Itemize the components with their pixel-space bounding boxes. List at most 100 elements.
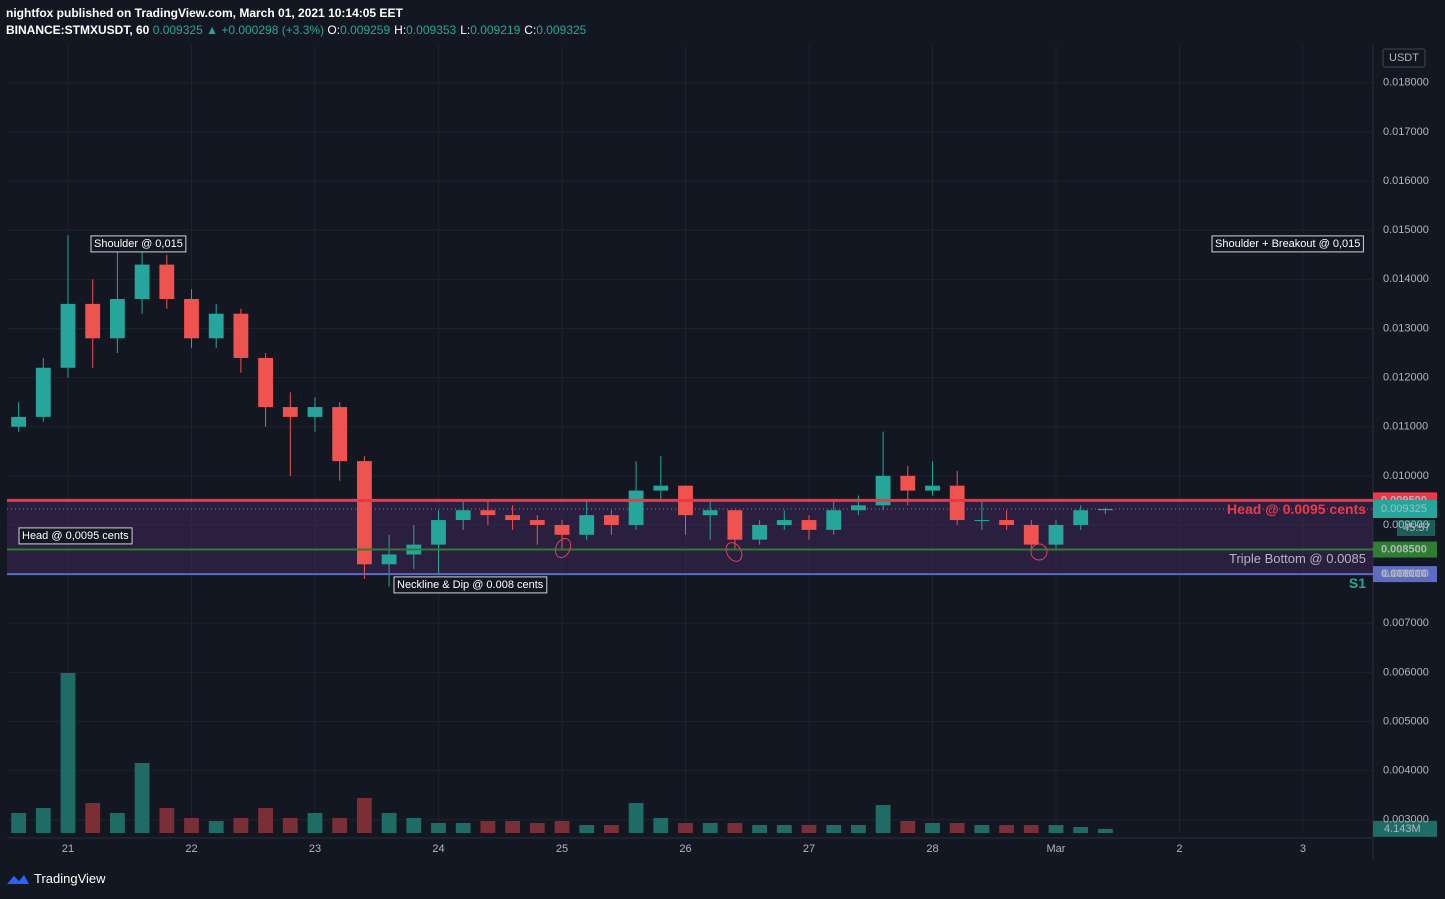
- volume-bar: [109, 813, 125, 833]
- annotation: Shoulder + Breakout @ 0,015: [1215, 238, 1360, 250]
- candle-body: [85, 303, 101, 339]
- candle-body: [381, 554, 397, 565]
- annotation: Head @ 0,0095 cents: [22, 530, 129, 542]
- volume-bar: [702, 823, 718, 833]
- candle-body: [11, 416, 27, 427]
- volume-bar: [925, 823, 940, 833]
- volume-tag-label: 4.143M: [1384, 823, 1421, 835]
- x-tick-label: 25: [556, 843, 568, 855]
- volume-bar: [826, 825, 842, 833]
- candle-body: [134, 264, 150, 299]
- volume-bar: [480, 821, 496, 833]
- layers: 0.009500Head @ 0.0095 cents0.008500Tripl…: [7, 45, 1437, 855]
- volume-bar: [159, 808, 175, 833]
- ohlc-label: C:: [524, 23, 537, 37]
- volume-bar: [974, 825, 990, 833]
- x-tick-label: 23: [309, 843, 321, 855]
- ohlc-label: L:: [460, 23, 471, 37]
- logo: [7, 874, 29, 884]
- h-line-label: Head @ 0.0095 cents: [1227, 501, 1366, 517]
- volume-bar: [307, 813, 323, 833]
- publisher: nightfox published on TradingView.com, M…: [6, 6, 403, 20]
- volume-bar: [11, 813, 27, 833]
- annotation: Neckline & Dip @ 0.008 cents: [397, 579, 544, 591]
- candle-body: [752, 524, 768, 540]
- countdown-tag: [1397, 520, 1435, 537]
- price-tag: [1373, 541, 1437, 558]
- volume-bar: [999, 825, 1014, 833]
- y-tick-label: 0.003000: [1383, 814, 1429, 826]
- header: nightfox published on TradingView.com, M…: [6, 5, 590, 39]
- x-tick-label: 26: [679, 843, 691, 855]
- volume-bar: [431, 823, 446, 833]
- volume-bar: [85, 803, 101, 833]
- h-line-label: S1: [1349, 575, 1366, 591]
- x-tick-label: 24: [432, 843, 444, 855]
- candle-body: [60, 303, 76, 368]
- candle-body: [356, 461, 372, 565]
- volume-bar: [801, 825, 817, 833]
- volume-bar: [381, 813, 397, 833]
- candle-body: [801, 520, 817, 530]
- volume-bar: [1023, 825, 1039, 833]
- annotation-box: [393, 576, 548, 594]
- candle-body: [875, 475, 891, 506]
- volume-bar: [233, 818, 249, 833]
- volume-bar: [455, 823, 471, 833]
- annotation-box: [90, 235, 187, 253]
- annotation: Shoulder @ 0,015: [94, 238, 183, 250]
- candle-body: [628, 490, 644, 525]
- price-tag: [1373, 566, 1437, 583]
- candle-body: [505, 515, 521, 521]
- symbol: BINANCE:STMXUSDT, 60: [6, 23, 150, 37]
- candle-body: [1023, 524, 1039, 545]
- volume-bar: [752, 825, 768, 833]
- volume-bar: [628, 803, 644, 833]
- candle-body: [579, 515, 595, 535]
- volume: [11, 673, 1113, 833]
- price-tag-label: 0.008500: [1381, 543, 1427, 555]
- countdown: 45:57: [1403, 522, 1431, 534]
- y-tick-label: 0.005000: [1383, 715, 1429, 727]
- candle-body: [159, 264, 175, 299]
- candle-body: [702, 510, 718, 516]
- y-tick-label: 0.010000: [1383, 470, 1429, 482]
- ohlc-value: 0.009259: [340, 23, 391, 37]
- y-tick-label: 0.004000: [1383, 765, 1429, 777]
- y-tick-label: 0.009000: [1383, 519, 1429, 531]
- marker: [554, 537, 572, 559]
- currency-box: [1382, 48, 1426, 68]
- volume-bar: [1073, 827, 1089, 833]
- volume-bar: [282, 818, 298, 833]
- x-tick-label: 21: [62, 843, 74, 855]
- volume-bar: [554, 821, 570, 833]
- annotation-box: [1211, 235, 1364, 253]
- price-tag: [1373, 500, 1437, 519]
- candle-body: [826, 510, 842, 530]
- y-tick-label: 0.012000: [1383, 371, 1429, 383]
- candle-body: [1097, 509, 1113, 511]
- volume-bar: [505, 821, 521, 833]
- candle-body: [332, 407, 348, 462]
- candle-body: [529, 520, 545, 525]
- ohlc-value: 0.009219: [470, 23, 521, 37]
- candle-body: [603, 515, 619, 525]
- y-tick-label: 0.014000: [1383, 273, 1429, 285]
- y-tick-label: 0.011000: [1383, 421, 1428, 433]
- volume-bar: [850, 825, 866, 833]
- candle-body: [727, 510, 743, 540]
- volume-bar: [35, 808, 51, 833]
- y-tick-label: 0.007000: [1383, 617, 1429, 629]
- candle-body: [184, 298, 199, 339]
- candle-body: [1048, 524, 1064, 545]
- volume-bar: [1097, 828, 1113, 833]
- ohlc-label: H:: [394, 23, 407, 37]
- candle-body: [974, 520, 990, 522]
- plot-bg: [7, 45, 1373, 860]
- volume-bar: [776, 825, 792, 833]
- marker: [725, 542, 743, 562]
- candle-body: [999, 520, 1014, 525]
- candle-body: [925, 485, 940, 491]
- ohlc-value: 0.009325: [536, 23, 587, 37]
